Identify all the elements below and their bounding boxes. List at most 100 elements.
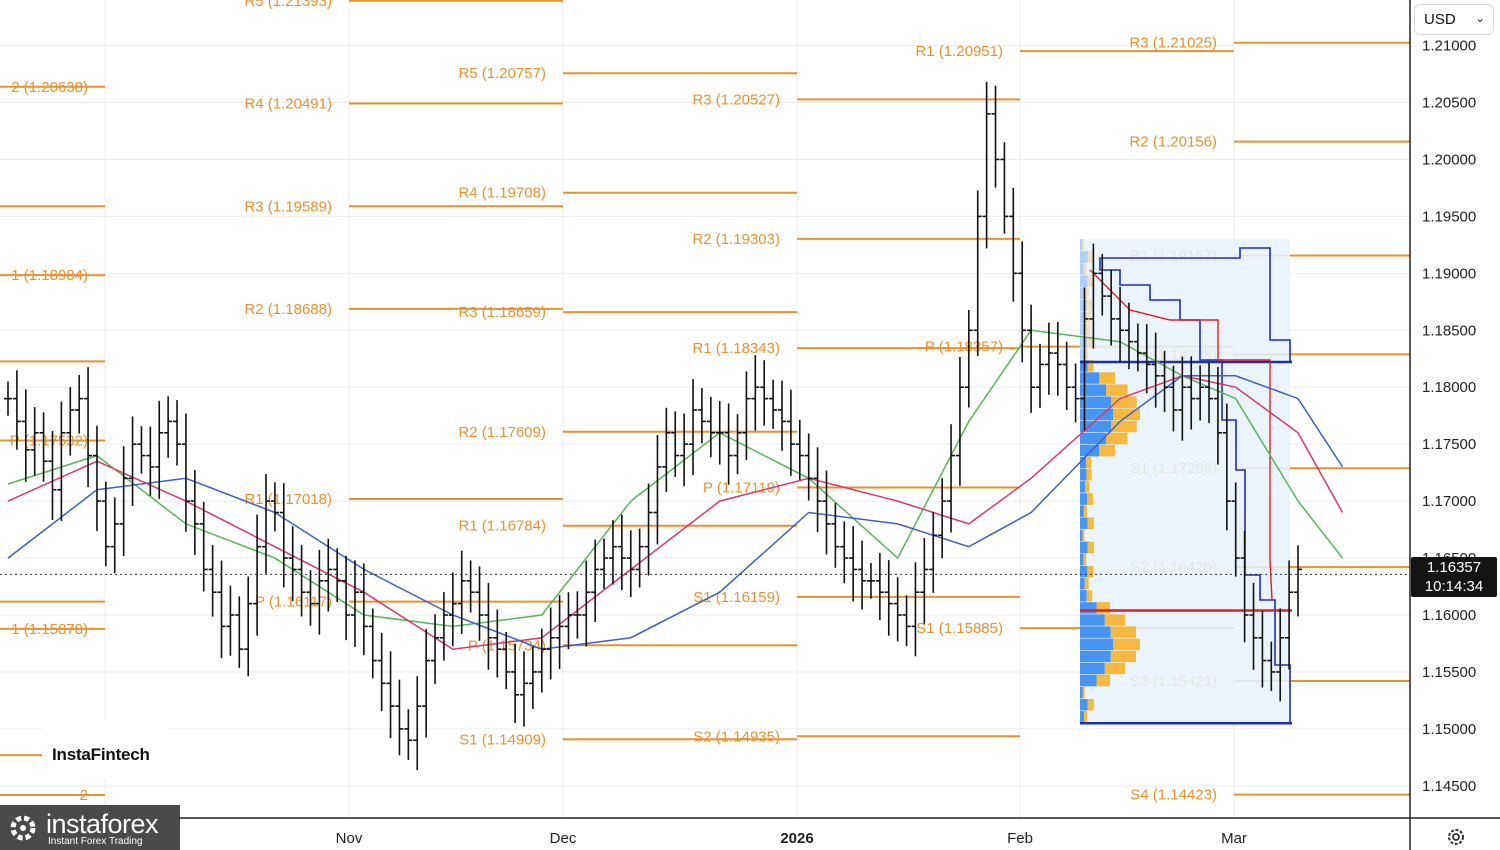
- volume-row-orange-1: [1087, 251, 1094, 263]
- ohlc-bar-83: [742, 371, 751, 460]
- ohlc-bar-17: [155, 400, 164, 499]
- volume-row-blue-32: [1080, 626, 1111, 638]
- ohlc-bar-121: [1080, 287, 1089, 431]
- pivot-label-2-3: R2 (1.17609): [458, 424, 546, 441]
- ohlc-bar-88: [786, 389, 795, 476]
- footer-brand: instaforex Instant Forex Trading: [0, 805, 180, 850]
- ohlc-bar-24: [217, 560, 226, 659]
- ohlc-bar-84: [751, 355, 760, 431]
- ohlc-bar-14: [128, 416, 137, 507]
- ohlc-bar-82: [733, 414, 742, 475]
- ohlc-bar-87: [778, 380, 786, 451]
- pivot-label-1-0: R5 (1.21393): [244, 0, 332, 10]
- ohlc-bar-16: [146, 426, 155, 496]
- pivot-label-5-0: R3 (1.21025): [1129, 35, 1217, 52]
- volume-row-orange-17: [1099, 444, 1115, 457]
- ohlc-bar-110: [982, 81, 991, 249]
- y-tick-label-10: 1.16000: [1422, 607, 1476, 624]
- ohlc-bar-80: [715, 401, 724, 465]
- pivot-label-3-1: R2 (1.19303): [692, 231, 780, 248]
- ohlc-bar-142: [1267, 641, 1276, 691]
- volume-row-blue-37: [1080, 686, 1083, 699]
- volume-row-orange-26: [1083, 553, 1087, 566]
- ohlc-bar-89: [795, 419, 804, 480]
- volume-row-orange-22: [1083, 505, 1087, 517]
- x-tick-label-0: Nov: [336, 830, 363, 847]
- volume-row-blue-36: [1080, 674, 1097, 687]
- ohlc-bar-1: [12, 370, 21, 450]
- volume-row-blue-38: [1080, 698, 1088, 711]
- ohlc-bar-97: [866, 563, 875, 599]
- volume-row-blue-19: [1080, 469, 1087, 481]
- volume-row-blue-24: [1080, 529, 1083, 542]
- volume-row-orange-33: [1113, 638, 1140, 650]
- volume-row-orange-9: [1084, 348, 1088, 360]
- ohlc-bar-70: [626, 530, 635, 598]
- ohlc-bar-131: [1169, 365, 1178, 432]
- ohlc-bar-107: [955, 357, 964, 486]
- volume-row-orange-6: [1086, 311, 1091, 324]
- volume-row-blue-34: [1080, 650, 1111, 663]
- settings-gear-icon[interactable]: [1445, 826, 1467, 848]
- volume-row-blue-29: [1080, 590, 1087, 602]
- ohlc-bar-98: [875, 553, 884, 621]
- chart-watermark: InstaFintech: [42, 720, 168, 778]
- ohlc-bar-72: [644, 483, 653, 576]
- pivot-label-3-2: R1 (1.18343): [692, 340, 780, 357]
- volume-row-orange-18: [1086, 456, 1092, 469]
- volume-row-orange-35: [1104, 662, 1125, 675]
- ohlc-bar-9: [84, 367, 93, 488]
- volume-row-orange-38: [1087, 698, 1094, 711]
- volume-row-orange-5: [1086, 299, 1092, 312]
- ohlc-bar-47: [422, 629, 431, 738]
- y-tick-label-5: 1.18500: [1422, 322, 1476, 339]
- ohlc-bar-74: [662, 407, 671, 492]
- ohlc-bar-126: [1124, 302, 1133, 370]
- ohlc-bar-35: [315, 549, 324, 635]
- volume-row-orange-8: [1086, 335, 1093, 348]
- pivot-label-1-3: R2 (1.18688): [244, 301, 332, 318]
- volume-row-orange-34: [1110, 650, 1136, 663]
- ohlc-bar-29: [262, 474, 270, 574]
- y-tick-label-11: 1.15500: [1422, 664, 1476, 681]
- ohlc-bar-51: [457, 550, 466, 634]
- ohlc-bar-18: [164, 396, 173, 458]
- ohlc-bar-42: [377, 632, 386, 712]
- currency-select[interactable]: USD ⌄: [1414, 4, 1494, 35]
- volume-row-blue-13: [1080, 396, 1112, 408]
- volume-row-blue-33: [1080, 638, 1113, 650]
- ohlc-bar-139: [1240, 530, 1249, 643]
- ohlc-bar-38: [342, 555, 351, 641]
- volume-row-orange-39: [1083, 711, 1088, 723]
- volume-row-blue-14: [1080, 408, 1113, 421]
- ohlc-bar-122: [1089, 243, 1098, 349]
- ohlc-bar-21: [190, 470, 199, 555]
- ohlc-bar-135: [1205, 362, 1214, 424]
- ohlc-bar-104: [929, 511, 938, 593]
- ohlc-bar-57: [511, 643, 520, 724]
- pivot-label-2-0: R5 (1.20757): [458, 65, 546, 82]
- pivot-label-0-0: 2 (1.20638): [11, 79, 88, 96]
- pivot-label-1-1: R4 (1.20491): [244, 96, 332, 113]
- ohlc-bar-127: [1133, 323, 1142, 372]
- instaforex-logo-icon: [10, 815, 36, 841]
- volume-row-orange-29: [1086, 590, 1093, 602]
- pivot-label-3-5: S2 (1.14935): [693, 728, 780, 745]
- ohlc-bar-66: [591, 539, 600, 622]
- volume-row-orange-20: [1085, 481, 1090, 493]
- volume-row-blue-8: [1080, 335, 1087, 348]
- ohlc-bar-15: [137, 426, 146, 474]
- ohlc-bar-19: [173, 400, 182, 466]
- volume-profile: [1080, 239, 1292, 725]
- volume-row-orange-12: [1106, 384, 1128, 396]
- ohlc-bar-8: [75, 374, 84, 434]
- volume-row-orange-25: [1087, 541, 1094, 554]
- pivot-label-1-2: R3 (1.19589): [244, 198, 332, 215]
- volume-row-blue-39: [1080, 711, 1084, 723]
- ohlc-bar-59: [528, 646, 537, 710]
- ohlc-bar-46: [413, 676, 422, 771]
- y-tick-label-1: 1.20500: [1422, 95, 1476, 112]
- ohlc-bar-137: [1222, 403, 1231, 531]
- ohlc-bar-25: [226, 585, 235, 656]
